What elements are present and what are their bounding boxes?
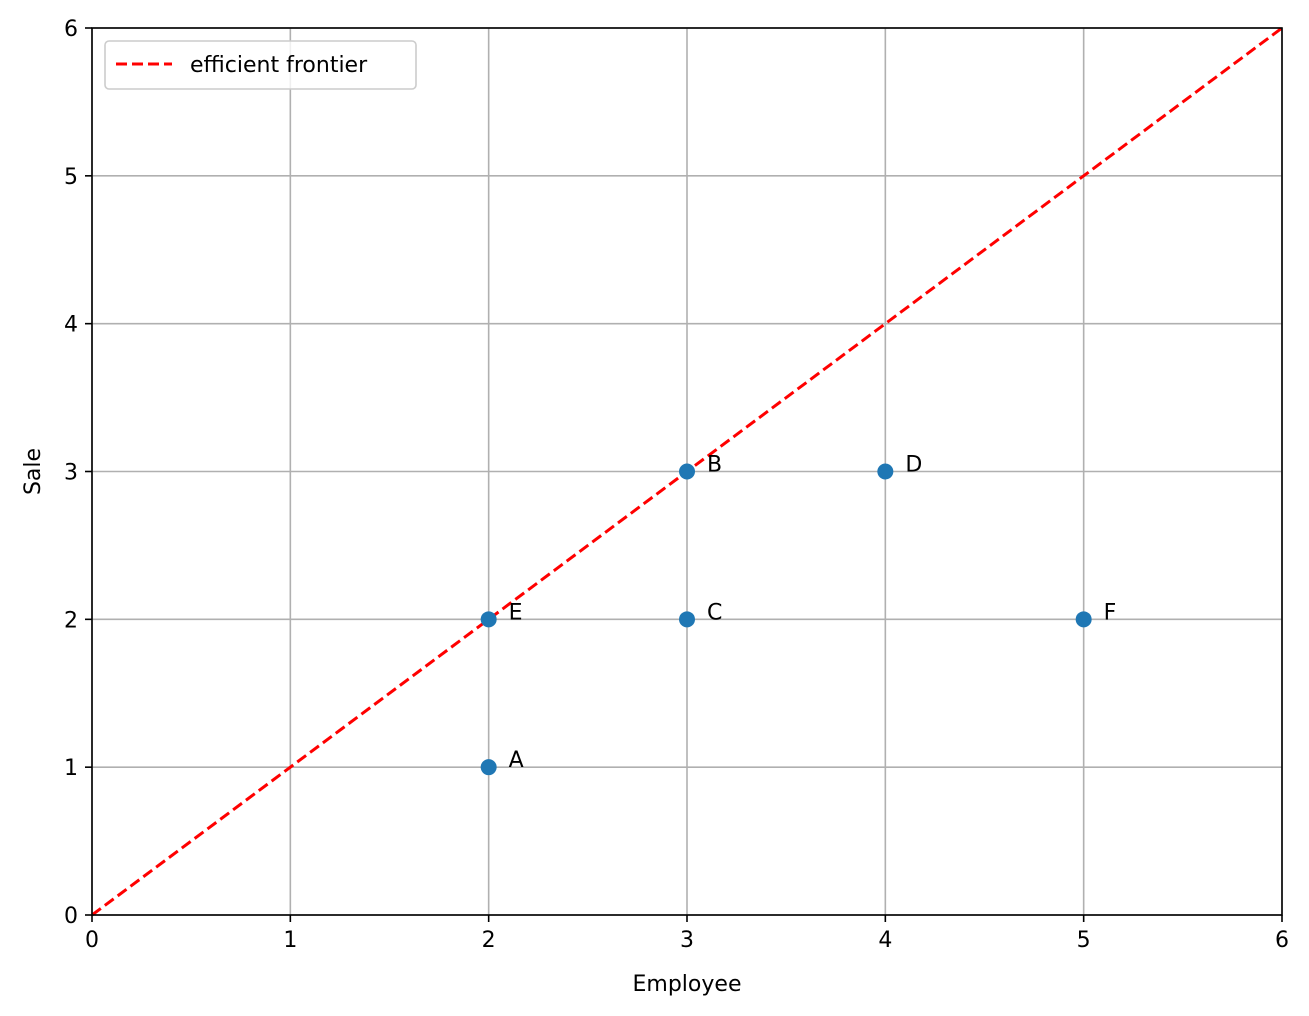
point-labels: A B C D E F (509, 453, 1117, 774)
point-label-e: E (509, 600, 523, 625)
point-e (480, 611, 497, 628)
data-points (480, 463, 1092, 776)
legend-entry-efficient-frontier: efficient frontier (190, 53, 368, 78)
point-b (679, 463, 695, 480)
y-axis-ticks: 0 1 2 3 4 5 6 (64, 17, 92, 929)
x-tick-label: 1 (283, 928, 297, 953)
x-tick-label: 4 (878, 928, 892, 953)
y-tick-label: 1 (64, 756, 78, 781)
y-tick-label: 0 (64, 904, 78, 929)
x-tick-label: 5 (1077, 928, 1091, 953)
x-axis-label: Employee (633, 972, 742, 997)
legend-box (104, 40, 417, 90)
x-tick-label: 6 (1275, 928, 1289, 953)
x-axis-ticks: 0 1 2 3 4 5 6 (85, 915, 1289, 953)
point-f (1075, 611, 1092, 628)
point-label-d: D (905, 453, 922, 478)
point-c (679, 611, 695, 628)
point-a (480, 759, 497, 776)
x-tick-label: 3 (680, 928, 694, 953)
y-tick-label: 5 (64, 165, 78, 190)
y-axis-label: Sale (21, 448, 46, 495)
point-label-b: B (707, 453, 722, 478)
y-tick-label: 6 (64, 17, 78, 42)
y-tick-label: 3 (64, 461, 78, 486)
y-tick-label: 4 (64, 313, 78, 338)
point-label-f: F (1104, 600, 1117, 625)
point-label-c: C (707, 600, 722, 625)
x-tick-label: 0 (85, 928, 99, 953)
point-label-a: A (509, 748, 524, 773)
point-d (877, 463, 894, 480)
legend: efficient frontier (104, 40, 417, 90)
x-tick-label: 2 (482, 928, 496, 953)
y-tick-label: 2 (64, 608, 78, 633)
